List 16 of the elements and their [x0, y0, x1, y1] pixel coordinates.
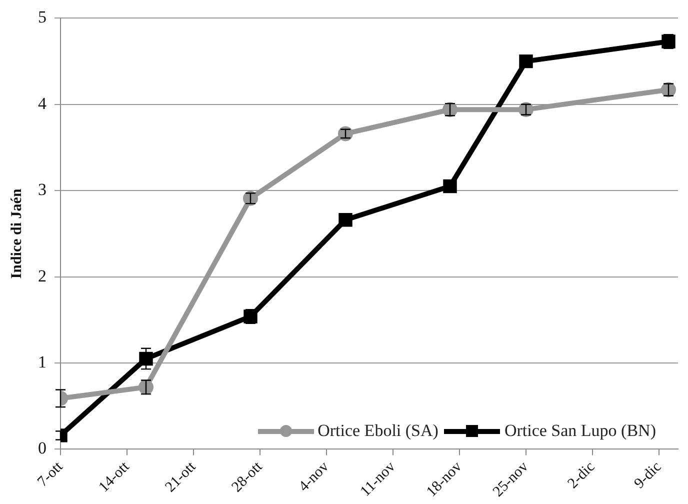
- y-tick-label: 0: [38, 438, 46, 458]
- point: [443, 179, 457, 194]
- y-tick-label: 1: [38, 352, 46, 372]
- legend-label: Ortice San Lupo (BN): [504, 421, 656, 442]
- point: [139, 352, 153, 366]
- x-tick-label: 7-ott: [34, 458, 67, 490]
- x-tick-label: 2-dic: [565, 458, 598, 492]
- y-axis-title: Indice di Jaén: [8, 188, 25, 279]
- x-tick-label: 9-dic: [632, 458, 665, 492]
- y-tick-label: 2: [38, 266, 46, 286]
- y-tick-label: 3: [38, 180, 46, 200]
- point: [338, 213, 352, 227]
- point: [519, 54, 533, 68]
- legend-label: Ortice Eboli (SA): [318, 421, 438, 442]
- y-tick-label: 4: [38, 94, 47, 113]
- y-tick-label: 5: [38, 8, 46, 27]
